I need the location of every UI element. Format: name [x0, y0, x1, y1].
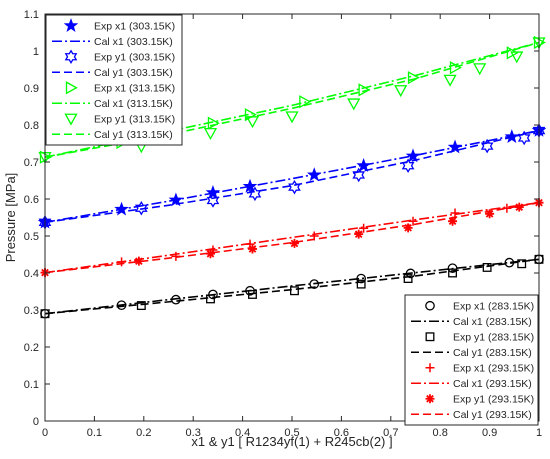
data-point-exp-y1-283-15k	[482, 262, 492, 272]
legend-label-cal-y1-283-15k: Cal y1 (283.15K)	[453, 347, 532, 359]
data-point-exp-y1-283-15k	[356, 279, 366, 289]
legend-marker-exp-y1-313-15k	[64, 113, 78, 126]
data-point-exp-y1-313-15k	[285, 111, 299, 124]
series-line-cal-x1-313-15k	[44, 41, 540, 158]
data-point-exp-y1-303-15k	[480, 138, 494, 154]
y-tick-label: 1	[33, 46, 39, 58]
x-tick-label: 0.9	[482, 427, 497, 439]
data-point-exp-y1-313-15k	[203, 127, 218, 140]
legend-label-cal-x1-293-15k: Cal x1 (293.15K)	[453, 378, 532, 390]
data-point-exp-y1-293-15k	[448, 216, 458, 226]
data-point-exp-y1-293-15k	[514, 202, 524, 212]
data-point-exp-y1-283-15k	[403, 274, 413, 283]
legend-label-exp-y1-293-15k: Exp y1 (293.15K)	[453, 394, 534, 406]
series-layer	[37, 35, 547, 319]
legend-marker-exp-y1-293-15k	[425, 394, 435, 404]
data-point-exp-y1-303-15k	[352, 167, 366, 183]
legend-marker-exp-x1-293-15k	[425, 363, 435, 373]
data-point-exp-y1-293-15k	[354, 229, 364, 239]
data-point-exp-y1-313-15k	[443, 74, 457, 87]
legend-marker-exp-x1-313-15k	[65, 81, 78, 95]
y-tick-label: 1.1	[24, 9, 39, 21]
series-line-cal-x1-293-15k	[44, 201, 540, 274]
y-tick-label: 0.9	[24, 83, 39, 95]
data-point-exp-y1-313-15k	[510, 51, 524, 64]
data-point-exp-x1-313-15k	[506, 46, 519, 60]
x-tick-label: 0.6	[334, 427, 349, 439]
legend-label-cal-y1-313-15k: Cal y1 (313.15K)	[94, 129, 173, 141]
y-tick-label: 0.5	[24, 231, 39, 243]
legend-marker-exp-x1-283-15k	[425, 300, 435, 311]
legend-label-cal-x1-313-15k: Cal x1 (313.15K)	[94, 98, 173, 110]
x-tick-label: 0.8	[433, 427, 448, 439]
legend-label-exp-y1-313-15k: Exp y1 (313.15K)	[94, 114, 175, 126]
data-point-exp-x1-303-15k	[242, 178, 258, 193]
data-point-exp-y1-293-15k	[485, 209, 495, 219]
data-point-exp-y1-283-15k	[517, 259, 527, 269]
data-point-exp-y1-283-15k	[290, 286, 299, 296]
data-point-exp-y1-303-15k	[135, 200, 148, 216]
data-point-exp-y1-293-15k	[247, 244, 257, 254]
y-axis-label: Pressure [MPa]	[3, 173, 18, 263]
series-exp-y1-283-15k	[40, 254, 544, 319]
data-point-exp-y1-283-15k	[136, 301, 146, 311]
series-line-cal-y1-283-15k	[44, 258, 540, 315]
data-point-exp-y1-313-15k	[473, 63, 487, 76]
legend-bottom-right: Exp x1 (283.15K) Cal x1 (283.15K) Exp y1 (…	[404, 294, 539, 426]
legend-label-cal-x1-283-15k: Cal x1 (283.15K)	[453, 316, 532, 328]
series-line-cal-y1-313-15k	[44, 41, 540, 158]
legend-label-cal-x1-303-15k: Cal x1 (303.15K)	[94, 36, 173, 48]
y-tick-label: 0	[33, 416, 39, 428]
legend-box	[404, 294, 539, 426]
legend-label-cal-y1-293-15k: Cal y1 (293.15K)	[453, 409, 532, 421]
y-tick-label: 0.1	[24, 379, 39, 391]
legend-top-left: Exp x1 (303.15K) Cal x1 (303.15K) Exp y1 (…	[45, 14, 183, 146]
data-point-exp-y1-313-15k	[347, 98, 361, 111]
legend-label-exp-x1-313-15k: Exp x1 (313.15K)	[94, 83, 175, 95]
legend-label-exp-y1-303-15k: Exp y1 (303.15K)	[94, 52, 175, 64]
x-tick-label: 0.4	[235, 427, 250, 439]
y-tick-label: 0.6	[24, 194, 39, 206]
legend-label-cal-y1-303-15k: Cal y1 (303.15K)	[94, 67, 173, 79]
data-point-exp-x1-293-15k	[359, 223, 369, 233]
y-tick-label: 0.3	[24, 305, 39, 317]
data-point-exp-x1-303-15k	[447, 139, 463, 154]
data-point-exp-y1-293-15k	[403, 223, 413, 233]
data-point-exp-y1-313-15k	[394, 85, 408, 98]
data-point-exp-x1-313-15k	[299, 95, 312, 109]
x-tick-label: 0.7	[383, 427, 398, 439]
legend-box	[45, 14, 183, 146]
x-tick-label: 0.3	[186, 427, 201, 439]
y-tick-label: 0.7	[24, 157, 39, 169]
data-point-exp-y1-293-15k	[134, 256, 144, 266]
x-tick-label: 0	[42, 427, 48, 439]
series-line-cal-x1-303-15k	[44, 129, 540, 224]
y-tick-label: 0.2	[24, 342, 39, 354]
legend-label-exp-x1-283-15k: Exp x1 (283.15K)	[453, 301, 534, 313]
x-tick-label: 1	[536, 427, 542, 439]
x-axis-label: x1 & y1 [ R1234yf(1) + R245cb(2) ]	[191, 434, 392, 449]
series-line-cal-y1-293-15k	[44, 201, 540, 274]
data-point-exp-y1-283-15k	[448, 268, 457, 278]
x-tick-label: 0.5	[284, 427, 299, 439]
x-tick-label: 0.2	[136, 427, 151, 439]
legend-label-exp-x1-293-15k: Exp x1 (293.15K)	[453, 363, 534, 375]
legend-layer: Exp x1 (303.15K) Cal x1 (303.15K) Exp y1 (…	[45, 14, 539, 426]
legend-marker-exp-x1-303-15k	[63, 18, 79, 32]
y-tick-label: 0.4	[24, 268, 39, 280]
legend-label-exp-x1-303-15k: Exp x1 (303.15K)	[94, 21, 175, 33]
legend-label-exp-y1-283-15k: Exp y1 (283.15K)	[453, 332, 534, 344]
data-point-exp-y1-293-15k	[205, 249, 215, 259]
data-point-exp-y1-293-15k	[289, 238, 299, 248]
data-point-exp-x1-313-15k	[407, 71, 420, 85]
ticks-layer: 0 0.1 0.2 0.3 0.4 0.5 0.6 0.7 0.8 0.9 1 0 0.1 0.2 0.3 0…	[24, 9, 542, 439]
y-tick-label: 0.8	[24, 120, 39, 132]
series-line-cal-x1-283-15k	[44, 258, 540, 315]
data-point-exp-y1-283-15k	[206, 294, 215, 304]
x-tick-label: 0.1	[87, 427, 102, 439]
legend-marker-exp-y1-283-15k	[425, 332, 435, 342]
legend-marker-exp-y1-303-15k	[64, 49, 78, 65]
